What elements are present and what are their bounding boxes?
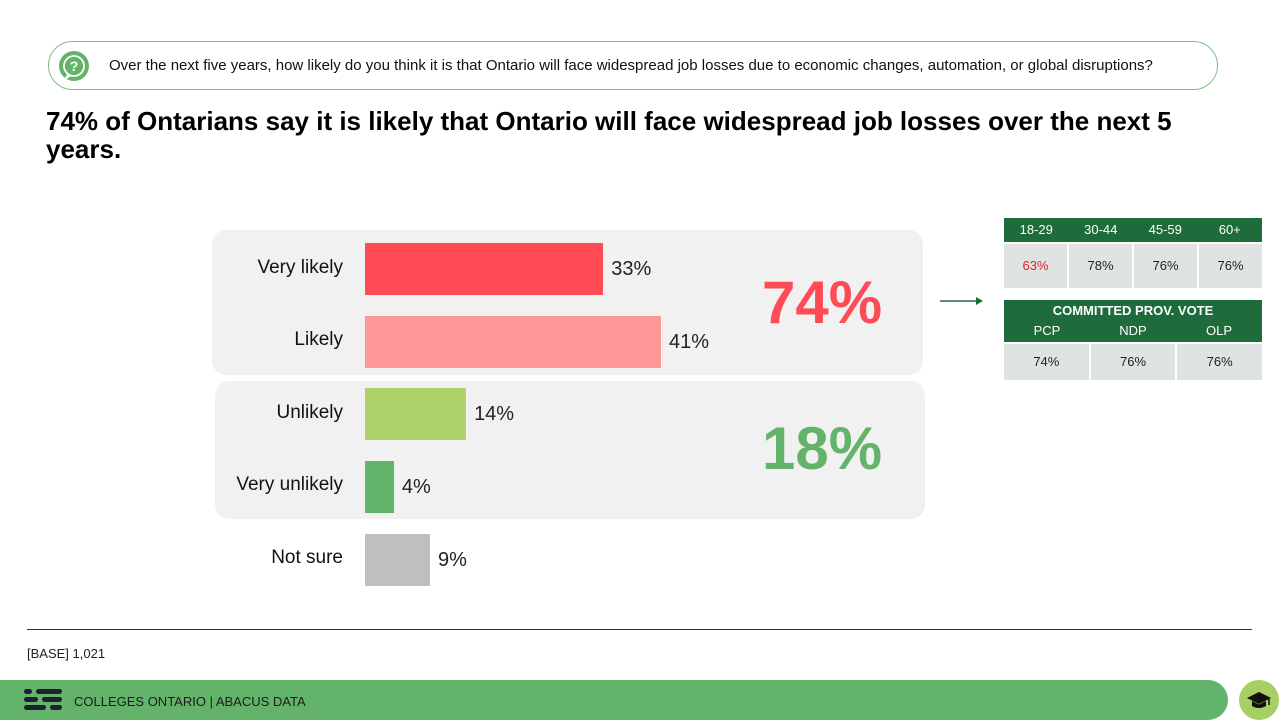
value-label: 33% (611, 258, 652, 280)
vote-header-row: PCP NDP OLP (1004, 320, 1262, 342)
bar-likely (365, 316, 661, 368)
footer-divider (27, 629, 1252, 630)
question-mark-icon: ? (59, 51, 89, 81)
age-header-cell: 18-29 (1019, 222, 1053, 237)
category-label: Not sure (271, 547, 343, 568)
age-value-cell: 76% (1134, 244, 1197, 288)
footer-text: COLLEGES ONTARIO | ABACUS DATA (74, 694, 306, 709)
age-value-cell: 78% (1069, 244, 1132, 288)
bar-not-sure (365, 534, 430, 586)
question-text: Over the next five years, how likely do … (109, 57, 1153, 74)
vote-value-cell: 76% (1090, 344, 1176, 380)
base-note: [BASE] 1,021 (27, 646, 106, 661)
arrow-icon (940, 297, 983, 305)
age-table: 18-29 30-44 45-59 60+ 63% 78% 76% 76% (1004, 218, 1262, 288)
vote-table-title: COMMITTED PROV. VOTE (1004, 300, 1262, 320)
vote-header-cell: OLP (1205, 323, 1232, 338)
age-header-cell: 30-44 (1084, 222, 1118, 237)
category-label: Likely (294, 329, 343, 350)
unlikely-group-panel (215, 381, 925, 519)
value-label: 41% (669, 331, 710, 353)
graduation-cap-icon (1239, 680, 1279, 720)
category-label: Very likely (257, 257, 343, 278)
category-label: Very unlikely (236, 474, 343, 495)
age-value-row: 63% 78% 76% 76% (1004, 244, 1262, 288)
abacus-logo-icon (24, 689, 62, 710)
question-box: ? Over the next five years, how likely d… (48, 41, 1218, 90)
vote-value-cell: 74% (1004, 344, 1089, 380)
bar-unlikely (365, 388, 467, 440)
value-label: 4% (401, 476, 431, 498)
vote-header-cell: PCP (1033, 323, 1061, 338)
age-header-row: 18-29 30-44 45-59 60+ (1004, 218, 1262, 242)
svg-text:?: ? (70, 58, 79, 74)
headline: 74% of Ontarians say it is likely that O… (46, 106, 1172, 164)
age-value-cell-highlight: 63% (1004, 244, 1067, 288)
age-header-cell: 45-59 (1148, 222, 1182, 237)
value-label: 14% (474, 403, 515, 425)
age-header-cell: 60+ (1218, 222, 1241, 237)
vote-value-cell: 76% (1177, 344, 1263, 380)
unlikely-total: 18% (762, 415, 883, 482)
age-value-cell: 76% (1199, 244, 1262, 288)
vote-table: COMMITTED PROV. VOTE PCP NDP OLP 74% 76%… (1004, 300, 1263, 380)
category-label: Unlikely (276, 402, 343, 423)
vote-value-row: 74% 76% 76% (1004, 344, 1263, 380)
footer-bar: COLLEGES ONTARIO | ABACUS DATA (0, 680, 1228, 720)
likely-total: 74% (762, 269, 883, 336)
bar-very-unlikely (365, 461, 394, 513)
bar-very-likely (365, 243, 604, 295)
value-label: 9% (437, 549, 467, 571)
vote-header-cell: NDP (1119, 323, 1147, 338)
